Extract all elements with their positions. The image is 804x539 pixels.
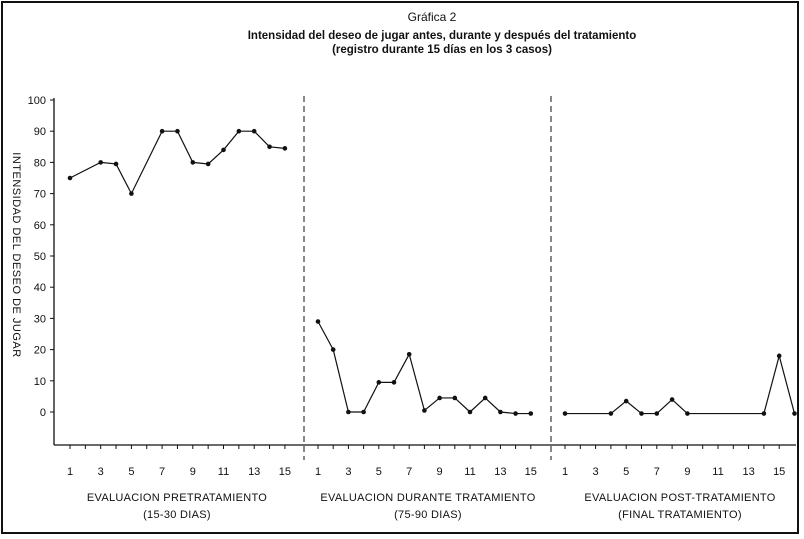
data-point [221, 147, 226, 153]
x-tick-label: 5 [376, 466, 382, 478]
x-tick-label: 1 [67, 466, 73, 478]
data-point [190, 160, 196, 165]
x-tick-label: 7 [159, 466, 165, 478]
x-tick-label: 7 [654, 466, 660, 478]
panel-label: EVALUACION POST-TRATAMIENTO [584, 492, 775, 504]
panel-range-label: (FINAL TRATAMIENTO) [618, 509, 742, 521]
data-point [391, 380, 397, 385]
x-tick-label: 13 [248, 466, 260, 478]
data-point [562, 411, 568, 416]
x-tick-label: 11 [464, 466, 475, 478]
x-tick-label: 9 [684, 466, 690, 478]
x-tick-label: 3 [345, 466, 351, 478]
data-point [361, 409, 366, 415]
y-tick-label: 20 [34, 345, 46, 357]
x-tick-label: 9 [190, 466, 196, 478]
y-tick-label: 50 [34, 251, 46, 263]
x-tick-label: 15 [279, 466, 291, 478]
data-point [437, 395, 442, 401]
data-point [422, 408, 427, 413]
chart-title: Gráfica 2 [407, 10, 457, 24]
x-tick-label: 15 [525, 466, 537, 478]
data-point [346, 409, 351, 415]
y-tick-label: 60 [34, 220, 46, 232]
data-point [482, 395, 488, 401]
data-point [282, 146, 288, 151]
data-point [267, 144, 272, 150]
data-point [236, 128, 242, 134]
x-tick-label: 3 [593, 466, 599, 478]
y-tick-label: 0 [40, 407, 46, 419]
data-point [528, 411, 534, 416]
data-point [129, 191, 134, 196]
panel-label: EVALUACION DURANTE TRATAMIENTO [320, 492, 535, 504]
chart-subtitle-note: (registro durante 15 días en los 3 casos… [332, 44, 552, 56]
series-line [565, 353, 796, 415]
y-tick-label: 80 [34, 157, 46, 169]
data-point [623, 398, 629, 404]
data-point [315, 319, 321, 324]
data-point [452, 395, 458, 401]
data-point [654, 411, 660, 416]
series-line [317, 321, 531, 415]
chart-subtitle: Intensidad del deseo de jugar antes, dur… [247, 30, 637, 42]
data-point [776, 353, 782, 359]
y-tick-label: 100 [28, 95, 46, 107]
x-tick-label: 13 [494, 466, 506, 478]
data-point [467, 409, 473, 415]
x-tick-label: 1 [315, 466, 321, 478]
data-point [761, 411, 767, 416]
x-tick-label: 15 [773, 466, 785, 478]
data-point [175, 128, 180, 134]
x-tick-label: 5 [128, 466, 134, 478]
data-point [159, 128, 165, 134]
data-point [513, 411, 518, 416]
y-tick-label: 70 [34, 189, 46, 201]
data-point [376, 380, 382, 385]
x-tick-label: 5 [623, 466, 629, 478]
panel-label: EVALUACION PRETRATAMIENTO [87, 492, 267, 504]
data-point [205, 161, 211, 167]
x-tick-label: 7 [406, 466, 412, 478]
x-tick-label: 1 [562, 466, 568, 478]
data-point [792, 411, 797, 416]
data-point [98, 160, 103, 165]
data-point [113, 161, 119, 167]
data-point [608, 411, 614, 416]
data-point [251, 128, 257, 134]
x-tick-label: 3 [98, 466, 104, 478]
data-point [330, 347, 336, 352]
x-tick-label: 11 [712, 466, 723, 478]
x-tick-label: 11 [218, 466, 229, 478]
data-point [498, 409, 503, 415]
panel-range-label: (75-90 DIAS) [394, 509, 462, 521]
y-tick-label: 40 [34, 282, 46, 294]
y-tick-label: 10 [34, 376, 46, 388]
x-tick-label: 9 [437, 466, 443, 478]
title-block: Gráfica 2 Intensidad del deseo de jugar … [0, 10, 804, 56]
data-point [685, 411, 690, 416]
data-point [639, 411, 644, 416]
data-point [406, 351, 412, 357]
y-tick-label: 30 [34, 313, 46, 325]
y-axis-label: INTENSIDAD DEL DESEO DE JUGAR [10, 152, 22, 357]
x-tick-label: 13 [742, 466, 754, 478]
data-point [669, 397, 675, 402]
panel-range-label: (15-30 DIAS) [143, 509, 211, 521]
y-tick-label: 90 [34, 126, 46, 138]
data-point [67, 175, 73, 181]
